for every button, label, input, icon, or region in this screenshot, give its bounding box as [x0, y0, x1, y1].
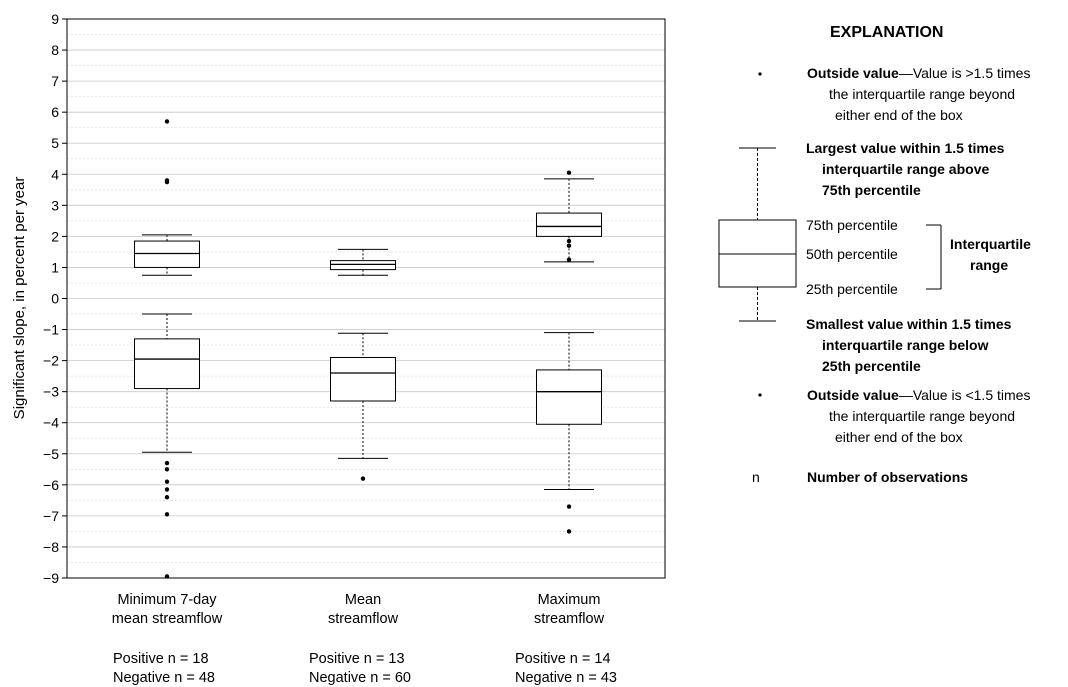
outlier-point [164, 460, 170, 466]
outlier-point [566, 504, 572, 509]
outlier-point [164, 574, 170, 579]
legend-outside-high-line2: the interquartile range beyond [829, 86, 1015, 102]
y-axis: 9 8 7 6 5 4 3 2 1 0 −1 −2 −3 −4 −5 −6 −7 −8 −9 [43, 11, 67, 586]
iqr-box [330, 260, 396, 271]
legend-p75: 75th percentile [806, 217, 898, 233]
legend-outside-low-line2: the interquartile range beyond [829, 408, 1015, 424]
y-tick-label: 5 [51, 135, 59, 151]
outlier-point [164, 495, 170, 500]
box-negative-3 [536, 332, 602, 534]
box-series [134, 119, 602, 579]
category-label: mean streamflow [112, 611, 223, 627]
outlier-point [164, 467, 170, 472]
legend-n-symbol: n [752, 469, 760, 485]
box-positive-3 [536, 170, 602, 263]
y-tick-label: −1 [43, 322, 59, 338]
y-tick-label: 7 [51, 73, 59, 89]
outlier-point [164, 512, 170, 517]
category-label: Minimum 7-day [117, 592, 217, 608]
legend-smallest-line3: 25th percentile [822, 358, 921, 374]
positive-n-label: Positive n = 18 [113, 651, 209, 667]
negative-n-label: Negative n = 48 [113, 670, 215, 686]
legend-largest-line3: 75th percentile [822, 182, 921, 198]
legend-smallest-line1: Smallest value within 1.5 times [806, 316, 1012, 332]
y-tick-label: −9 [43, 570, 59, 586]
legend-largest-line2: interquartile range above [822, 161, 989, 177]
box-negative-2 [330, 332, 396, 481]
iqr-box [134, 338, 200, 390]
legend-box-diagram [718, 147, 942, 322]
box-positive-1 [134, 119, 200, 276]
legend-n-label: Number of observations [807, 469, 968, 485]
outlier-point [566, 238, 572, 244]
gridlines [67, 34, 665, 563]
y-tick-label: 4 [51, 166, 59, 182]
y-tick-label: 6 [51, 104, 59, 120]
y-tick-label: 2 [51, 228, 59, 244]
legend-largest-line1: Largest value within 1.5 times [806, 140, 1005, 156]
y-tick-label: −4 [43, 415, 59, 431]
outlier-point [164, 479, 170, 484]
iqr-box [134, 240, 200, 268]
outlier-point [164, 119, 170, 124]
legend-outside-low-line1: Outside value—Value is <1.5 times [807, 387, 1030, 403]
y-tick-label: 0 [51, 291, 59, 307]
y-tick-label: 3 [51, 197, 59, 213]
iqr-box [536, 369, 602, 425]
legend-outside-low-dot [758, 393, 762, 397]
legend-outside-high-dot [758, 72, 762, 76]
y-tick-label: 1 [51, 259, 59, 275]
outlier-point [566, 170, 572, 175]
outlier-point [566, 529, 572, 534]
legend-iqr-line2: range [970, 257, 1008, 273]
legend-outside-high-line1: Outside value—Value is >1.5 times [807, 65, 1030, 81]
category-label: streamflow [328, 611, 399, 627]
outlier-point [164, 487, 170, 492]
y-tick-label: −3 [43, 384, 59, 400]
y-tick-label: 8 [51, 42, 59, 58]
y-tick-label: −2 [43, 353, 59, 369]
category-label: Maximum [538, 592, 601, 608]
y-tick-label: −8 [43, 539, 59, 555]
category-label: streamflow [534, 611, 605, 627]
outlier-point [360, 476, 366, 481]
category-labels: Minimum 7-day mean streamflow Positive n =… [112, 592, 617, 686]
y-tick-label: 9 [51, 11, 59, 27]
legend-outside-low-line3: either end of the box [835, 429, 963, 445]
positive-n-label: Positive n = 14 [515, 651, 611, 667]
y-tick-label: −6 [43, 477, 59, 493]
outlier-point [566, 257, 572, 262]
y-axis-label: Significant slope, in percent per year [11, 177, 28, 420]
legend-outside-high-line3: either end of the box [835, 107, 963, 123]
positive-n-label: Positive n = 13 [309, 651, 405, 667]
negative-n-label: Negative n = 43 [515, 670, 617, 686]
iqr-box [330, 357, 396, 402]
legend-smallest-line2: interquartile range below [822, 337, 989, 353]
explanation-legend: EXPLANATION Outside value—Value is >1.5 … [718, 24, 1031, 485]
legend-p25: 25th percentile [806, 281, 898, 297]
outlier-point [566, 243, 572, 248]
category-label: Mean [345, 592, 381, 608]
box-positive-2 [330, 248, 396, 276]
legend-p50: 50th percentile [806, 246, 898, 262]
legend-iqr-line1: Interquartile [950, 236, 1031, 252]
outlier-point [164, 178, 170, 183]
negative-n-label: Negative n = 60 [309, 670, 411, 686]
explanation-title: EXPLANATION [830, 24, 943, 41]
iqr-box [536, 212, 602, 237]
y-tick-label: −7 [43, 508, 59, 524]
y-tick-label: −5 [43, 446, 59, 462]
box-negative-1 [134, 313, 200, 579]
